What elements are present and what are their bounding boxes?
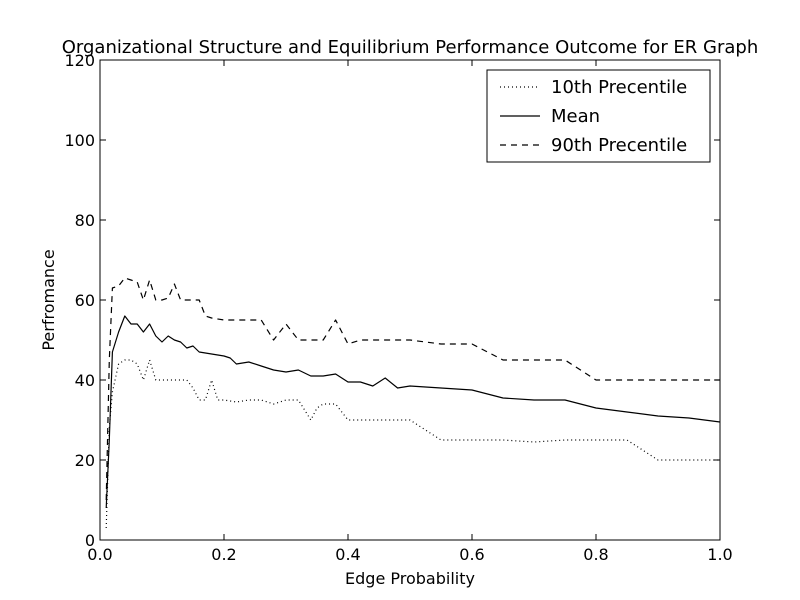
x-axis-title: Edge Probability <box>345 569 475 588</box>
series-line-mean <box>105 315 721 509</box>
y-tick-label: 80 <box>75 211 95 230</box>
y-tick-label: 0 <box>85 531 95 550</box>
x-tick-label: 0.6 <box>459 545 484 564</box>
x-tick-label: 0.8 <box>583 545 608 564</box>
legend-label-mean: Mean <box>551 106 600 127</box>
y-tick-label: 100 <box>64 131 95 150</box>
series-layer <box>105 277 721 529</box>
y-axis-title: Perfromance <box>39 249 58 350</box>
legend: 10th Precentile Mean 90th Precentile <box>486 69 711 163</box>
y-tick-label: 60 <box>75 291 95 310</box>
x-tick-label: 0.2 <box>211 545 236 564</box>
series-line-90th-precentile <box>105 277 720 501</box>
legend-label-90th-precentile: 90th Precentile <box>551 135 687 156</box>
x-tick-label: 1.0 <box>707 545 732 564</box>
axis-ticks: 0.0 0.2 0.4 0.6 0.8 1.0 0 20 40 60 80 100 120 <box>64 51 732 564</box>
y-tick-label: 20 <box>75 451 95 470</box>
legend-label-10th-precentile: 10th Precentile <box>551 77 687 98</box>
x-tick-label: 0.4 <box>335 545 360 564</box>
y-tick-label: 40 <box>75 371 95 390</box>
x-tick-label: 0.0 <box>87 545 112 564</box>
y-tick-label: 120 <box>64 51 95 70</box>
chart-title: Organizational Structure and Equilibrium… <box>62 37 759 58</box>
series-line-10th-precentile <box>105 359 720 529</box>
